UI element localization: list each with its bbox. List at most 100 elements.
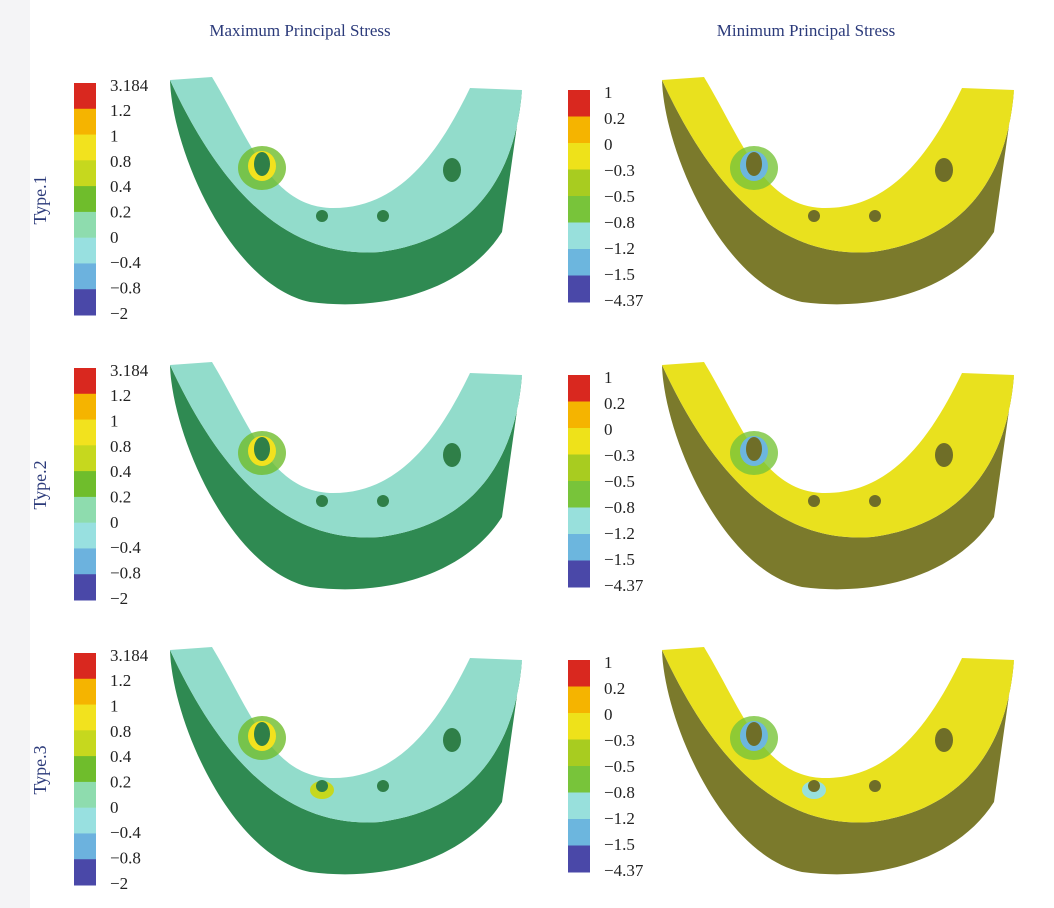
legend-swatch [74, 808, 96, 834]
hole [377, 495, 389, 507]
legend-label: 0.2 [110, 203, 131, 222]
legend-label: 1 [604, 653, 613, 672]
hole [254, 722, 270, 746]
legend-label: 0.2 [604, 679, 625, 698]
legend-label: −2 [110, 304, 128, 323]
legend-swatch [568, 660, 590, 687]
legend-label: −1.5 [604, 550, 635, 569]
legend-label: −1.2 [604, 524, 635, 543]
legend-label: −0.8 [604, 498, 635, 517]
legend-label: 1.2 [110, 671, 131, 690]
legend-label: −1.2 [604, 809, 635, 828]
hole [377, 210, 389, 222]
legend-swatch [74, 730, 96, 756]
legend-label: 0.8 [110, 722, 131, 741]
legend-swatch [74, 368, 96, 394]
legend-swatch [568, 740, 590, 767]
legend-label: −4.37 [604, 576, 644, 595]
column-header: Minimum Principal Stress [717, 21, 896, 40]
hole [443, 728, 461, 752]
hole [869, 780, 881, 792]
legend-label: −0.8 [110, 564, 141, 583]
legend-swatch [568, 196, 590, 223]
legend-label: 0.4 [110, 747, 132, 766]
legend-label: −0.5 [604, 187, 635, 206]
legend-label: 0 [604, 705, 613, 724]
legend-swatch [74, 548, 96, 574]
legend-label: 0.8 [110, 152, 131, 171]
legend-label: 3.184 [110, 76, 149, 95]
legend-swatch [74, 523, 96, 549]
legend-label: −0.4 [110, 823, 141, 842]
hole [935, 728, 953, 752]
legend-label: −4.37 [604, 291, 644, 310]
legend-label: −2 [110, 874, 128, 893]
legend-swatch [568, 687, 590, 714]
legend-label: 1 [110, 412, 119, 431]
hole [443, 443, 461, 467]
legend-label: 0 [110, 513, 119, 532]
hole [746, 722, 762, 746]
hole [808, 495, 820, 507]
legend-swatch [74, 212, 96, 238]
legend-swatch [74, 186, 96, 212]
hole [935, 158, 953, 182]
legend-swatch [74, 445, 96, 471]
legend-swatch [74, 135, 96, 161]
legend-swatch [74, 859, 96, 885]
legend-swatch [74, 471, 96, 497]
legend-label: 1 [110, 697, 119, 716]
legend-swatch [74, 394, 96, 420]
legend-label: 0.2 [110, 773, 131, 792]
legend-swatch [74, 782, 96, 808]
hole [746, 437, 762, 461]
legend-label: −0.8 [110, 849, 141, 868]
hole [808, 210, 820, 222]
legend-label: 0 [110, 798, 119, 817]
legend-label: −0.3 [604, 161, 635, 180]
legend-label: 0.2 [110, 488, 131, 507]
legend-swatch [568, 143, 590, 170]
legend-swatch [568, 223, 590, 250]
legend-swatch [568, 766, 590, 793]
hole [869, 495, 881, 507]
legend-swatch [74, 833, 96, 859]
legend-label: −1.5 [604, 265, 635, 284]
legend-label: 0.4 [110, 462, 132, 481]
legend-swatch [74, 160, 96, 186]
legend-swatch [74, 83, 96, 109]
hole [443, 158, 461, 182]
legend-swatch [568, 170, 590, 197]
hole [746, 152, 762, 176]
legend-swatch [568, 249, 590, 276]
legend-swatch [74, 679, 96, 705]
legend-swatch [568, 534, 590, 561]
legend-swatch [74, 263, 96, 289]
legend-swatch [568, 117, 590, 144]
legend-label: 1.2 [110, 386, 131, 405]
legend-label: −0.5 [604, 472, 635, 491]
legend-swatch [568, 276, 590, 303]
legend-swatch [568, 428, 590, 455]
legend-label: 1 [604, 83, 613, 102]
legend-label: 0.2 [604, 394, 625, 413]
legend-label: −0.8 [110, 279, 141, 298]
legend-swatch [568, 481, 590, 508]
legend-label: −0.5 [604, 757, 635, 776]
hole [377, 780, 389, 792]
legend-label: −0.3 [604, 731, 635, 750]
hole [254, 437, 270, 461]
legend-label: 0.2 [604, 109, 625, 128]
legend-swatch [74, 289, 96, 315]
legend-swatch [74, 574, 96, 600]
legend-swatch [568, 819, 590, 846]
legend-swatch [74, 497, 96, 523]
hole [254, 152, 270, 176]
legend-label: −0.3 [604, 446, 635, 465]
legend-label: 0.4 [110, 177, 132, 196]
row-label: Type.2 [30, 460, 50, 509]
legend-label: 3.184 [110, 646, 149, 665]
legend-label: −2 [110, 589, 128, 608]
legend-swatch [74, 420, 96, 446]
legend-swatch [74, 238, 96, 264]
